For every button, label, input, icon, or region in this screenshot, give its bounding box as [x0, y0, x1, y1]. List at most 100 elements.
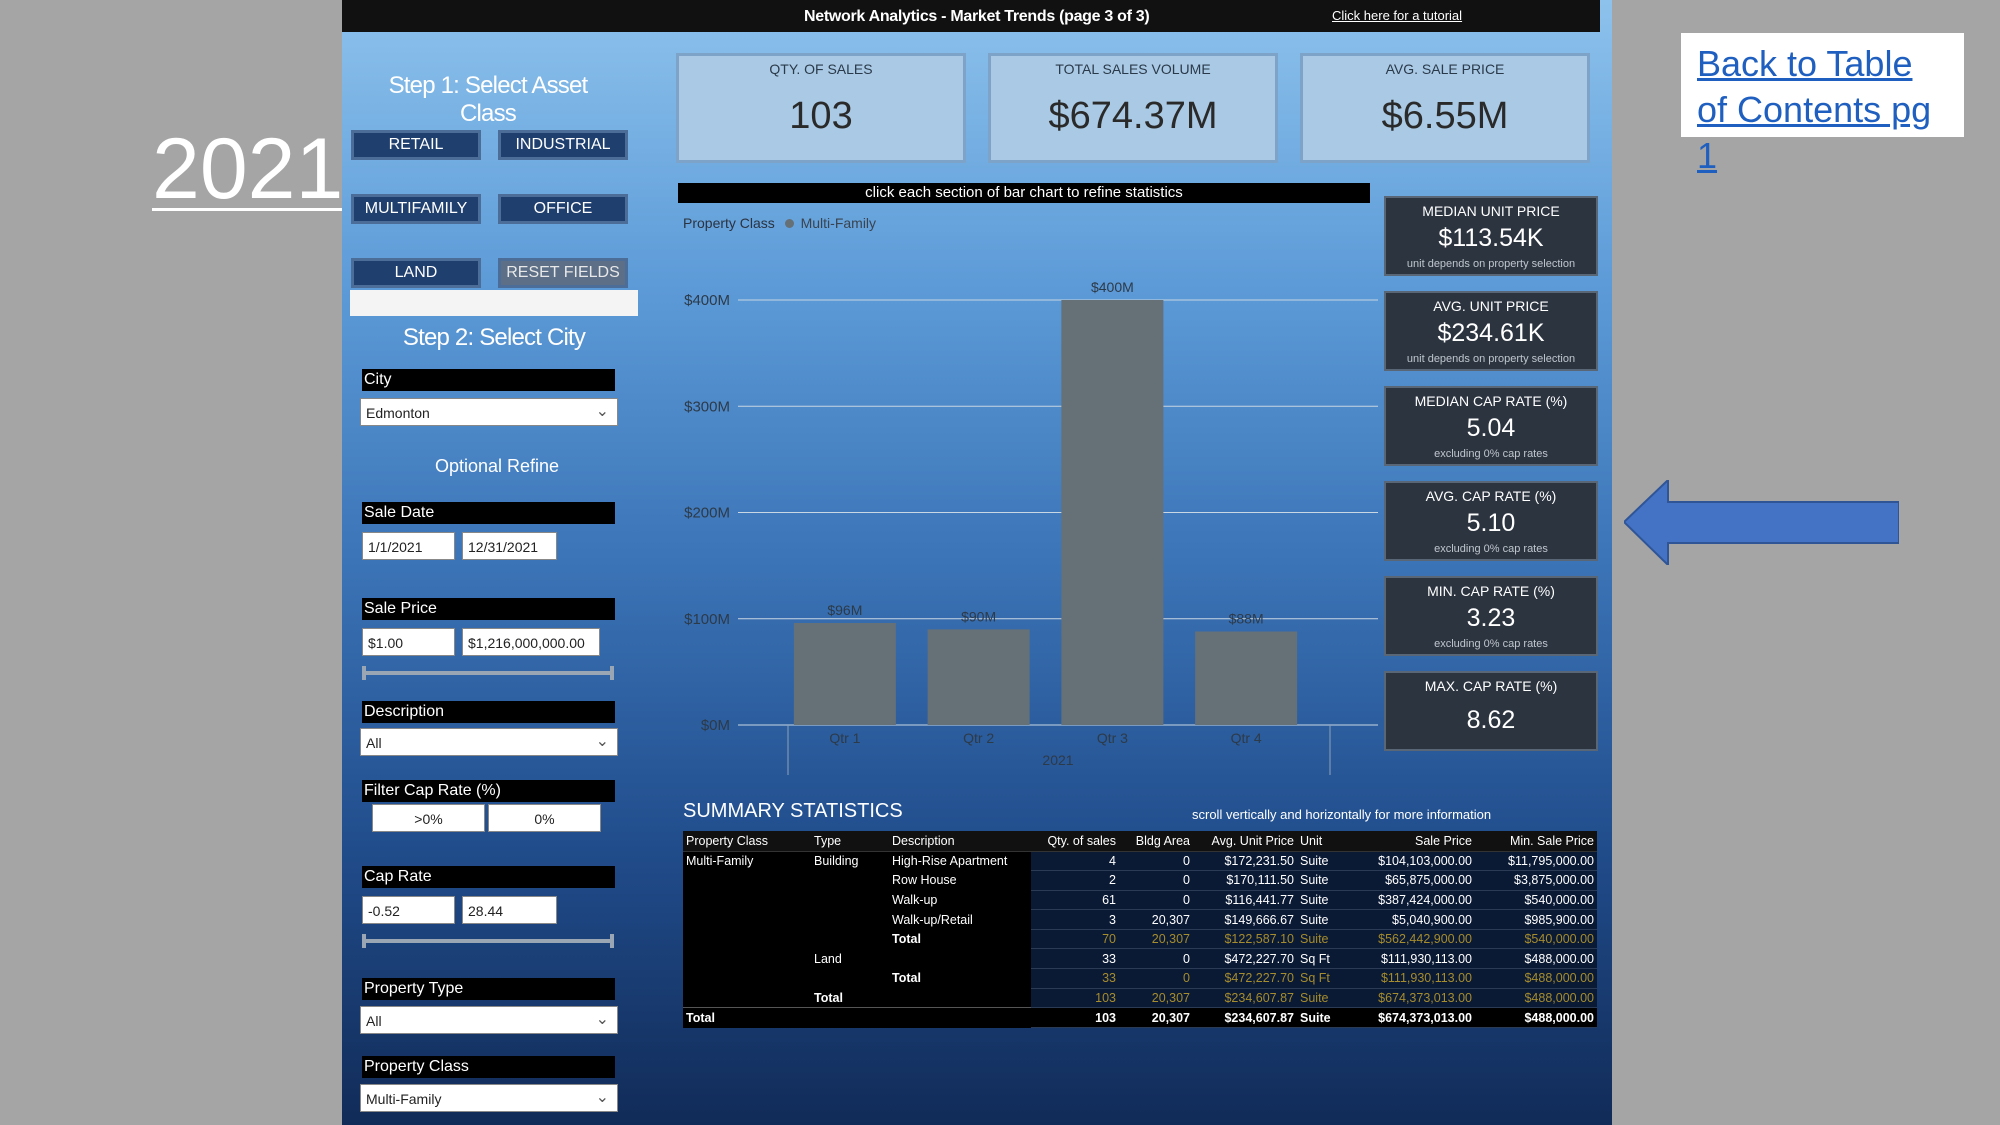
cap-rate-gt0-option[interactable]: >0%	[372, 804, 485, 832]
summary-table[interactable]: Property Class Type Description Qty. of sal…	[683, 831, 1597, 1028]
table-cell: $234,607.87	[1193, 988, 1297, 1009]
table-row: Land 33 0 $472,227.70 Sq Ft $111,930,113.00 $4…	[683, 948, 1597, 970]
table-cell: $488,000.00	[1475, 988, 1597, 1009]
y-tick-label: $400M	[684, 292, 730, 309]
sale-price-max-input[interactable]: $1,216,000,000.00	[462, 628, 600, 656]
table-cell: $5,040,900.00	[1345, 909, 1475, 930]
table-cell: $387,424,000.00	[1345, 890, 1475, 911]
card-median-unit-price: MEDIAN UNIT PRICE $113.54K unit depends …	[1384, 196, 1598, 276]
card-label: AVG. CAP RATE (%)	[1425, 488, 1557, 504]
kpi-avg-sale-price: AVG. SALE PRICE $6.55M	[1300, 53, 1590, 163]
summary-body: Multi-Family Building High-Rise Apartment 4…	[683, 851, 1597, 1028]
left-arrow-icon	[1624, 480, 1899, 565]
chart-legend: Property Class Multi-Family	[683, 215, 876, 231]
legend-series-label: Multi-Family	[800, 215, 877, 231]
table-cell: Suite	[1297, 890, 1345, 911]
table-cell: $3,875,000.00	[1475, 870, 1597, 891]
table-cell: $149,666.67	[1193, 909, 1297, 930]
table-cell: $540,000.00	[1475, 890, 1597, 911]
table-row: Walk-up/Retail 3 20,307 $149,666.67 Suite $5,…	[683, 909, 1597, 930]
multifamily-button[interactable]: MULTIFAMILY	[351, 194, 481, 224]
table-cell	[683, 969, 811, 989]
kpi-qty-of-sales: QTY. OF SALES 103	[676, 53, 966, 163]
retail-button[interactable]: RETAIL	[351, 130, 481, 160]
table-cell: 103	[1031, 1007, 1119, 1028]
table-cell: 33	[1031, 968, 1119, 989]
sale-price-slider[interactable]	[362, 666, 614, 680]
card-note: unit depends on property selection	[1406, 258, 1576, 270]
sale-price-label: Sale Price	[362, 598, 615, 620]
table-cell	[889, 1007, 1031, 1028]
bar-data-label: $96M	[827, 602, 862, 618]
card-avg-unit-price: AVG. UNIT PRICE $234.61K unit depends on…	[1384, 291, 1598, 371]
table-cell	[683, 949, 811, 969]
property-type-value: All	[366, 1013, 382, 1029]
table-subtotal-row: Total 70 20,307 $122,587.10 Suite $562,442,90…	[683, 929, 1597, 950]
column-header[interactable]: Description	[889, 831, 1031, 852]
bar-qtr-1[interactable]	[793, 623, 896, 725]
kpi-total-sales-volume: TOTAL SALES VOLUME $674.37M	[988, 53, 1278, 163]
table-cell: $674,373,013.00	[1345, 988, 1475, 1009]
table-cell: $472,227.70	[1193, 968, 1297, 989]
top-bar: Network Analytics - Market Trends (page …	[342, 0, 1600, 32]
table-cell	[683, 988, 811, 1008]
land-button[interactable]: LAND	[351, 258, 481, 288]
card-label: MIN. CAP RATE (%)	[1427, 583, 1555, 599]
column-header[interactable]: Qty. of sales	[1031, 831, 1119, 852]
kpi-value: 103	[789, 95, 853, 137]
column-header[interactable]: Min. Sale Price	[1475, 831, 1597, 852]
card-value: 8.62	[1466, 706, 1516, 734]
bar-qtr-3[interactable]	[1061, 300, 1164, 725]
column-header[interactable]: Sale Price	[1345, 831, 1475, 852]
property-class-dropdown[interactable]: Multi-Family ⌄	[360, 1084, 618, 1112]
table-cell: $472,227.70	[1193, 948, 1297, 970]
summary-scroll-note: scroll vertically and horizontally for m…	[1192, 807, 1492, 822]
table-cell: 4	[1031, 851, 1119, 872]
bar-qtr-2[interactable]	[927, 629, 1030, 725]
table-cell	[811, 890, 889, 910]
table-cell: Suite	[1297, 988, 1345, 1009]
year-label: 2021	[152, 121, 344, 217]
property-type-dropdown[interactable]: All ⌄	[360, 1006, 618, 1034]
column-header[interactable]: Bldg Area	[1119, 831, 1193, 852]
tutorial-link[interactable]: Click here for a tutorial	[1332, 8, 1463, 23]
bar-data-label: $90M	[961, 608, 996, 624]
table-cell: 0	[1119, 870, 1193, 891]
table-cell: 0	[1119, 851, 1193, 872]
column-header[interactable]: Type	[811, 831, 889, 852]
sale-date-to-input[interactable]: 12/31/2021	[462, 532, 557, 560]
bar-qtr-4[interactable]	[1195, 631, 1298, 726]
column-header[interactable]: Avg. Unit Price	[1193, 831, 1297, 852]
cap-rate-min-input[interactable]: -0.52	[362, 896, 455, 924]
column-header[interactable]: Unit	[1297, 831, 1345, 852]
card-value: 3.23	[1466, 604, 1516, 632]
table-cell	[683, 910, 811, 930]
x-tick-label: Qtr 2	[963, 730, 994, 746]
cap-rate-slider[interactable]	[362, 934, 614, 948]
bar-data-label: $88M	[1229, 611, 1264, 627]
table-cell	[683, 929, 811, 949]
reset-fields-button[interactable]: RESET FIELDS	[498, 258, 628, 288]
cap-rate-0-option[interactable]: 0%	[488, 804, 601, 832]
table-row: Row House 2 0 $170,111.50 Suite $65,875,000.0…	[683, 870, 1597, 891]
table-cell: 0	[1119, 968, 1193, 989]
card-note: unit depends on property selection	[1406, 353, 1576, 365]
sale-date-from-input[interactable]: 1/1/2021	[362, 532, 455, 560]
city-dropdown[interactable]: Edmonton ⌄	[360, 398, 618, 426]
cap-rate-max-input[interactable]: 28.44	[462, 896, 557, 924]
table-cell: $985,900.00	[1475, 909, 1597, 930]
description-dropdown[interactable]: All ⌄	[360, 728, 618, 756]
table-cell: Walk-up/Retail	[892, 912, 973, 927]
table-cell: $122,587.10	[1193, 929, 1297, 950]
office-button[interactable]: OFFICE	[498, 194, 628, 224]
industrial-button[interactable]: INDUSTRIAL	[498, 130, 628, 160]
x-tick-label: Qtr 3	[1097, 730, 1128, 746]
table-cell: Total	[892, 971, 921, 986]
table-cell: 103	[1031, 988, 1119, 1009]
column-header[interactable]: Property Class	[683, 831, 811, 852]
table-cell: 3	[1031, 909, 1119, 930]
step1-title: Step 1: Select Asset Class	[388, 72, 589, 127]
back-to-toc-link[interactable]: Back to Table of Contents pg 1	[1681, 33, 1964, 176]
sales-bar-chart[interactable]: $0M $100M $200M $300M $400M $96M Qtr 1 $90M Qtr …	[678, 270, 1378, 780]
sale-price-min-input[interactable]: $1.00	[362, 628, 455, 656]
